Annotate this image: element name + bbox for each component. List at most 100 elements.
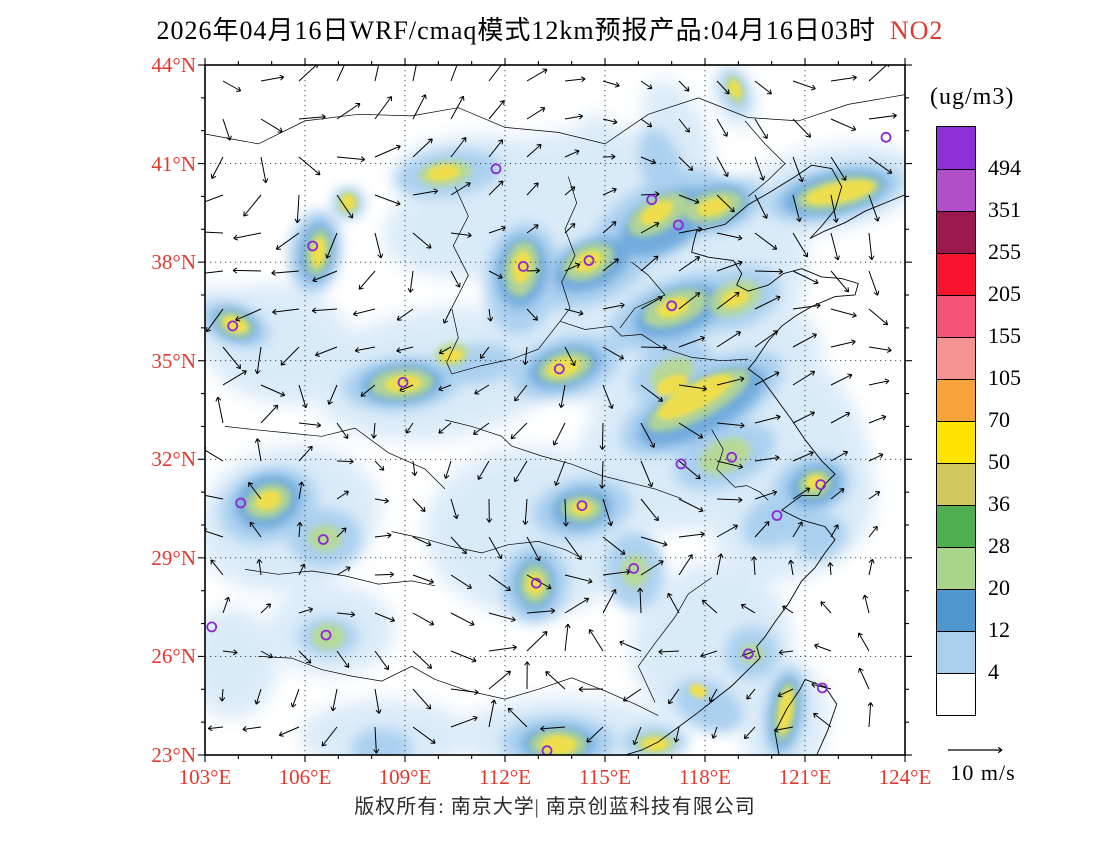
no2-field-layer xyxy=(205,66,905,755)
city-marker xyxy=(726,451,738,463)
city-marker xyxy=(771,510,783,521)
legend-tick-label: 20 xyxy=(988,575,1010,600)
city-marker xyxy=(517,260,529,272)
map-frame xyxy=(204,64,906,756)
wind-reference-label: 10 m/s xyxy=(950,760,1016,785)
no2-blob xyxy=(385,375,422,393)
page-title: 2026年04月16日WRF/cmaq模式12km预报产品:04月16日03时 N… xyxy=(0,10,1100,47)
boundary-path xyxy=(559,176,578,322)
no2-blob xyxy=(341,194,355,211)
legend-color-segment xyxy=(937,337,975,379)
city-marker xyxy=(666,300,678,312)
legend-tick-label: 12 xyxy=(988,617,1010,642)
legend-color-segment xyxy=(937,421,975,463)
lon-axis-label: 121°E xyxy=(778,765,832,789)
city-marker xyxy=(530,577,542,589)
no2-blob xyxy=(571,500,593,516)
legend-color-segment xyxy=(937,673,975,715)
city-marker xyxy=(646,194,658,206)
legend-tick-label: 255 xyxy=(988,239,1021,264)
no2-blob xyxy=(351,728,412,755)
boundary-path xyxy=(559,320,749,362)
lon-axis-label: 124°E xyxy=(878,765,932,789)
lat-axis-label: 38°N xyxy=(151,250,196,275)
no2-blob xyxy=(574,251,603,272)
lat-axis-label: 23°N xyxy=(151,743,196,767)
lat-axis-label: 41°N xyxy=(151,151,196,176)
boundary-path xyxy=(637,577,712,703)
no2-blob xyxy=(426,164,460,181)
no2-blob xyxy=(796,516,847,560)
city-marker xyxy=(880,131,892,143)
boundary-path xyxy=(244,569,436,587)
no2-blob xyxy=(657,297,690,318)
no2-blob xyxy=(699,437,751,475)
title-text: 2026年04月16日WRF/cmaq模式12km预报产品:04月16日03时 xyxy=(156,16,876,45)
legend-tick-label: 36 xyxy=(988,491,1010,516)
no2-blob xyxy=(697,197,730,217)
lat-axis-label: 44°N xyxy=(151,53,196,77)
legend-tick-label: 351 xyxy=(988,197,1021,222)
no2-blob xyxy=(255,490,282,511)
graticule-layer xyxy=(205,65,905,755)
wind-arrows-path xyxy=(205,65,897,754)
no2-blob xyxy=(540,735,577,755)
legend-units-label: (ug/m3) xyxy=(930,84,1015,110)
boundary-path xyxy=(451,321,561,375)
legend-color-segment xyxy=(937,463,975,505)
city-marker xyxy=(541,745,553,755)
no2-blob xyxy=(205,607,279,719)
no2-blob xyxy=(721,288,749,308)
legend-color-segment xyxy=(937,295,975,337)
species-label: NO2 xyxy=(889,16,944,45)
city-marker xyxy=(628,563,640,574)
no2-blob xyxy=(656,374,688,397)
lon-axis-label: 103°E xyxy=(178,765,232,789)
lon-axis-label: 109°E xyxy=(378,765,432,789)
legend-color-segment xyxy=(937,211,975,253)
city-marker xyxy=(490,163,502,175)
city-marker xyxy=(307,240,319,252)
legend-color-segment xyxy=(937,547,975,589)
legend-tick-label: 155 xyxy=(988,323,1021,348)
lon-axis-label: 106°E xyxy=(278,765,332,789)
no2-blob xyxy=(526,573,544,595)
legend-tick-label: 28 xyxy=(988,533,1010,558)
legend-color-segment xyxy=(937,505,975,547)
boundary-path xyxy=(511,445,682,500)
legend-color-segment xyxy=(937,127,975,169)
city-marker xyxy=(227,320,239,332)
no2-blob xyxy=(640,200,674,226)
boundary-path xyxy=(391,531,582,559)
city-marker xyxy=(235,497,247,509)
copyright-footer: 版权所有: 南京大学| 南京创蓝科技有限公司 xyxy=(354,796,756,818)
wind-arrows-layer xyxy=(205,65,897,754)
no2-blob xyxy=(657,374,733,420)
legend-colorbar xyxy=(936,126,976,716)
lat-axis-label: 32°N xyxy=(151,447,196,472)
city-marker xyxy=(742,648,754,660)
city-marker xyxy=(576,500,588,512)
city-marker xyxy=(317,534,329,545)
legend-tick-label: 494 xyxy=(988,155,1021,180)
legend-color-segment xyxy=(937,169,975,211)
boundary-path xyxy=(224,426,446,490)
boundary-path xyxy=(711,429,769,501)
no2-blob xyxy=(689,683,708,699)
no2-blob xyxy=(311,237,326,267)
lat-axis-label: 35°N xyxy=(151,348,196,373)
city-marker xyxy=(206,621,218,633)
boundary-path xyxy=(258,656,436,682)
no2-blob xyxy=(512,250,532,284)
city-marker xyxy=(583,255,595,266)
legend-tick-label: 105 xyxy=(988,365,1021,390)
lon-axis-label: 118°E xyxy=(679,765,731,789)
boundary-path xyxy=(744,120,786,197)
boundary-path xyxy=(619,261,666,329)
city-marker xyxy=(675,458,687,470)
no2-blob xyxy=(642,737,668,751)
legend-color-segment xyxy=(937,253,975,295)
taiwan-outline xyxy=(774,678,838,755)
boundary-path xyxy=(446,186,469,375)
city-marker xyxy=(672,219,684,231)
